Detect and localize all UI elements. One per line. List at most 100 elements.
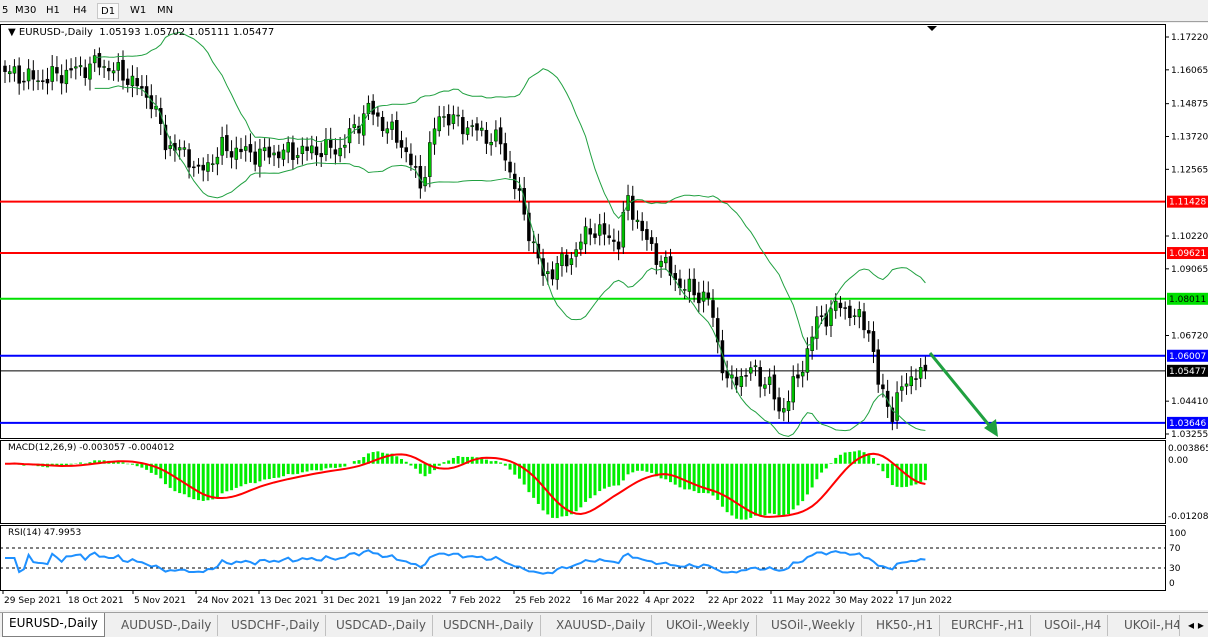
candle-body (522, 188, 526, 215)
chart-tab[interactable]: UKOil-,Weekly (660, 615, 757, 636)
macd-histogram-bar (324, 463, 328, 469)
candle-body (772, 374, 777, 400)
macd-histogram-bar (574, 463, 578, 512)
chart-tab[interactable]: USOil-,Weekly (765, 615, 862, 636)
date-label: 13 Dec 2021 (260, 596, 318, 606)
macd-histogram-bar (720, 463, 724, 507)
candle-body (645, 229, 649, 240)
candle-body (720, 340, 725, 374)
tf-d1[interactable]: D1 (97, 3, 120, 19)
candle-body (380, 116, 385, 132)
candle-body (782, 408, 786, 413)
macd-histogram-bar (673, 463, 677, 485)
candle-body (517, 188, 522, 191)
macd-histogram-bar (206, 463, 210, 501)
macd-histogram-bar (749, 463, 753, 518)
date-label: 7 Feb 2022 (451, 596, 501, 606)
date-label: 24 Nov 2021 (197, 596, 255, 606)
chart-tab[interactable]: XAUUSD-,Daily (550, 615, 653, 636)
macd-histogram-bar (163, 463, 167, 485)
tf-h4[interactable]: H4 (73, 5, 87, 16)
chart-tab[interactable]: UKOil-,H4 (1118, 615, 1180, 636)
chart-tab[interactable]: USDCHF-,Daily (225, 615, 327, 636)
macd-histogram-bar (130, 463, 134, 465)
macd-histogram-bar (579, 463, 583, 508)
macd-histogram-bar (366, 453, 370, 464)
rsi-tick-label: 30 (1169, 564, 1181, 574)
candle-body (92, 55, 97, 64)
macd-histogram-bar (843, 452, 847, 464)
macd-histogram-bar (159, 463, 163, 479)
chart-shift-marker (927, 26, 937, 31)
macd-histogram-bar (829, 463, 833, 464)
candle-body (579, 241, 583, 250)
candle-body (26, 68, 31, 82)
macd-histogram-bar (315, 463, 319, 471)
candle-body (800, 371, 805, 377)
candle-body (465, 127, 470, 135)
chart-tab[interactable]: EURUSD-,Daily (2, 613, 105, 637)
macd-histogram-bar (357, 460, 361, 464)
candle-body (83, 67, 87, 78)
date-label: 25 Feb 2022 (515, 596, 571, 606)
level-price-tag (1167, 195, 1208, 208)
candle-body (668, 256, 673, 276)
candle-body (531, 241, 536, 244)
price-tick-label: 1.13720 (1171, 132, 1208, 142)
macd-signal-line (4, 452, 926, 518)
candle-body (659, 260, 663, 267)
chart-header: ▼ EURUSD-,Daily 1.05193 1.05702 1.05111 … (8, 27, 275, 38)
macd-histogram-bar (739, 463, 743, 520)
tf-w1[interactable]: W1 (130, 5, 147, 16)
chart-window[interactable]: 1.11428 1.09621 1.08011 1.06007 1.03646 1.054… (0, 23, 1208, 610)
macd-histogram-bar (97, 460, 101, 464)
chart-tab[interactable]: USOil-,H4 (1038, 615, 1109, 636)
candle-body (328, 138, 333, 148)
macd-histogram-bar (914, 463, 918, 485)
chart-tab[interactable]: USDCNH-,Daily (437, 615, 541, 636)
candle-body (824, 313, 829, 327)
macd-histogram-bar (338, 463, 342, 468)
candle-body (687, 278, 692, 292)
symbol-label: EURUSD-,Daily (18, 27, 93, 38)
candle-body (791, 376, 795, 403)
tf-h1[interactable]: H1 (46, 5, 60, 16)
date-label: 19 Jan 2022 (388, 596, 442, 606)
candle-body (413, 166, 418, 168)
macd-histogram-bar (305, 463, 309, 472)
macd-histogram-bar (654, 463, 658, 477)
chart-tab[interactable]: USDCAD-,Daily (330, 615, 433, 636)
candle-body (135, 78, 139, 87)
date-label: 5 Nov 2021 (134, 596, 186, 606)
ohlc-values: 1.05193 1.05702 1.05111 1.05477 (99, 27, 275, 38)
candle-body (229, 151, 234, 158)
macd-histogram-bar (612, 463, 616, 486)
tab-scroll-arrows[interactable]: ◂ ▸ (1188, 618, 1204, 632)
chart-tab[interactable]: HK50-,H1 (870, 615, 940, 636)
tf-m30[interactable]: M30 (15, 5, 37, 16)
macd-histogram-bar (300, 463, 304, 473)
candle-body (555, 263, 559, 280)
macd-histogram-bar (187, 463, 191, 498)
macd-panel-border (0, 440, 1166, 524)
candle-body (513, 173, 517, 190)
candle-body (239, 148, 243, 153)
chart-tab[interactable]: AUDUSD-,Daily (115, 615, 219, 636)
macd-histogram-bar (895, 463, 899, 487)
candle-body (319, 153, 323, 158)
macd-histogram-bar (768, 463, 772, 514)
candle-body (399, 140, 404, 148)
rsi-label: RSI(14) 47.9953 (8, 528, 82, 538)
candle-body (177, 147, 182, 151)
candle-body (357, 125, 361, 134)
tf-mn[interactable]: MN (157, 5, 174, 16)
macd-histogram-bar (211, 463, 215, 500)
tf-m5[interactable]: 5 (2, 5, 9, 16)
chart-canvas[interactable]: 1.11428 1.09621 1.08011 1.06007 1.03646 1.054… (0, 23, 1208, 610)
candle-body (546, 271, 550, 274)
chart-tab[interactable]: EURCHF-,H1 (945, 615, 1032, 636)
macd-histogram-bar (551, 463, 555, 518)
macd-histogram-bar (626, 463, 630, 475)
macd-histogram-bar (772, 463, 776, 514)
macd-histogram-bar (258, 463, 262, 482)
